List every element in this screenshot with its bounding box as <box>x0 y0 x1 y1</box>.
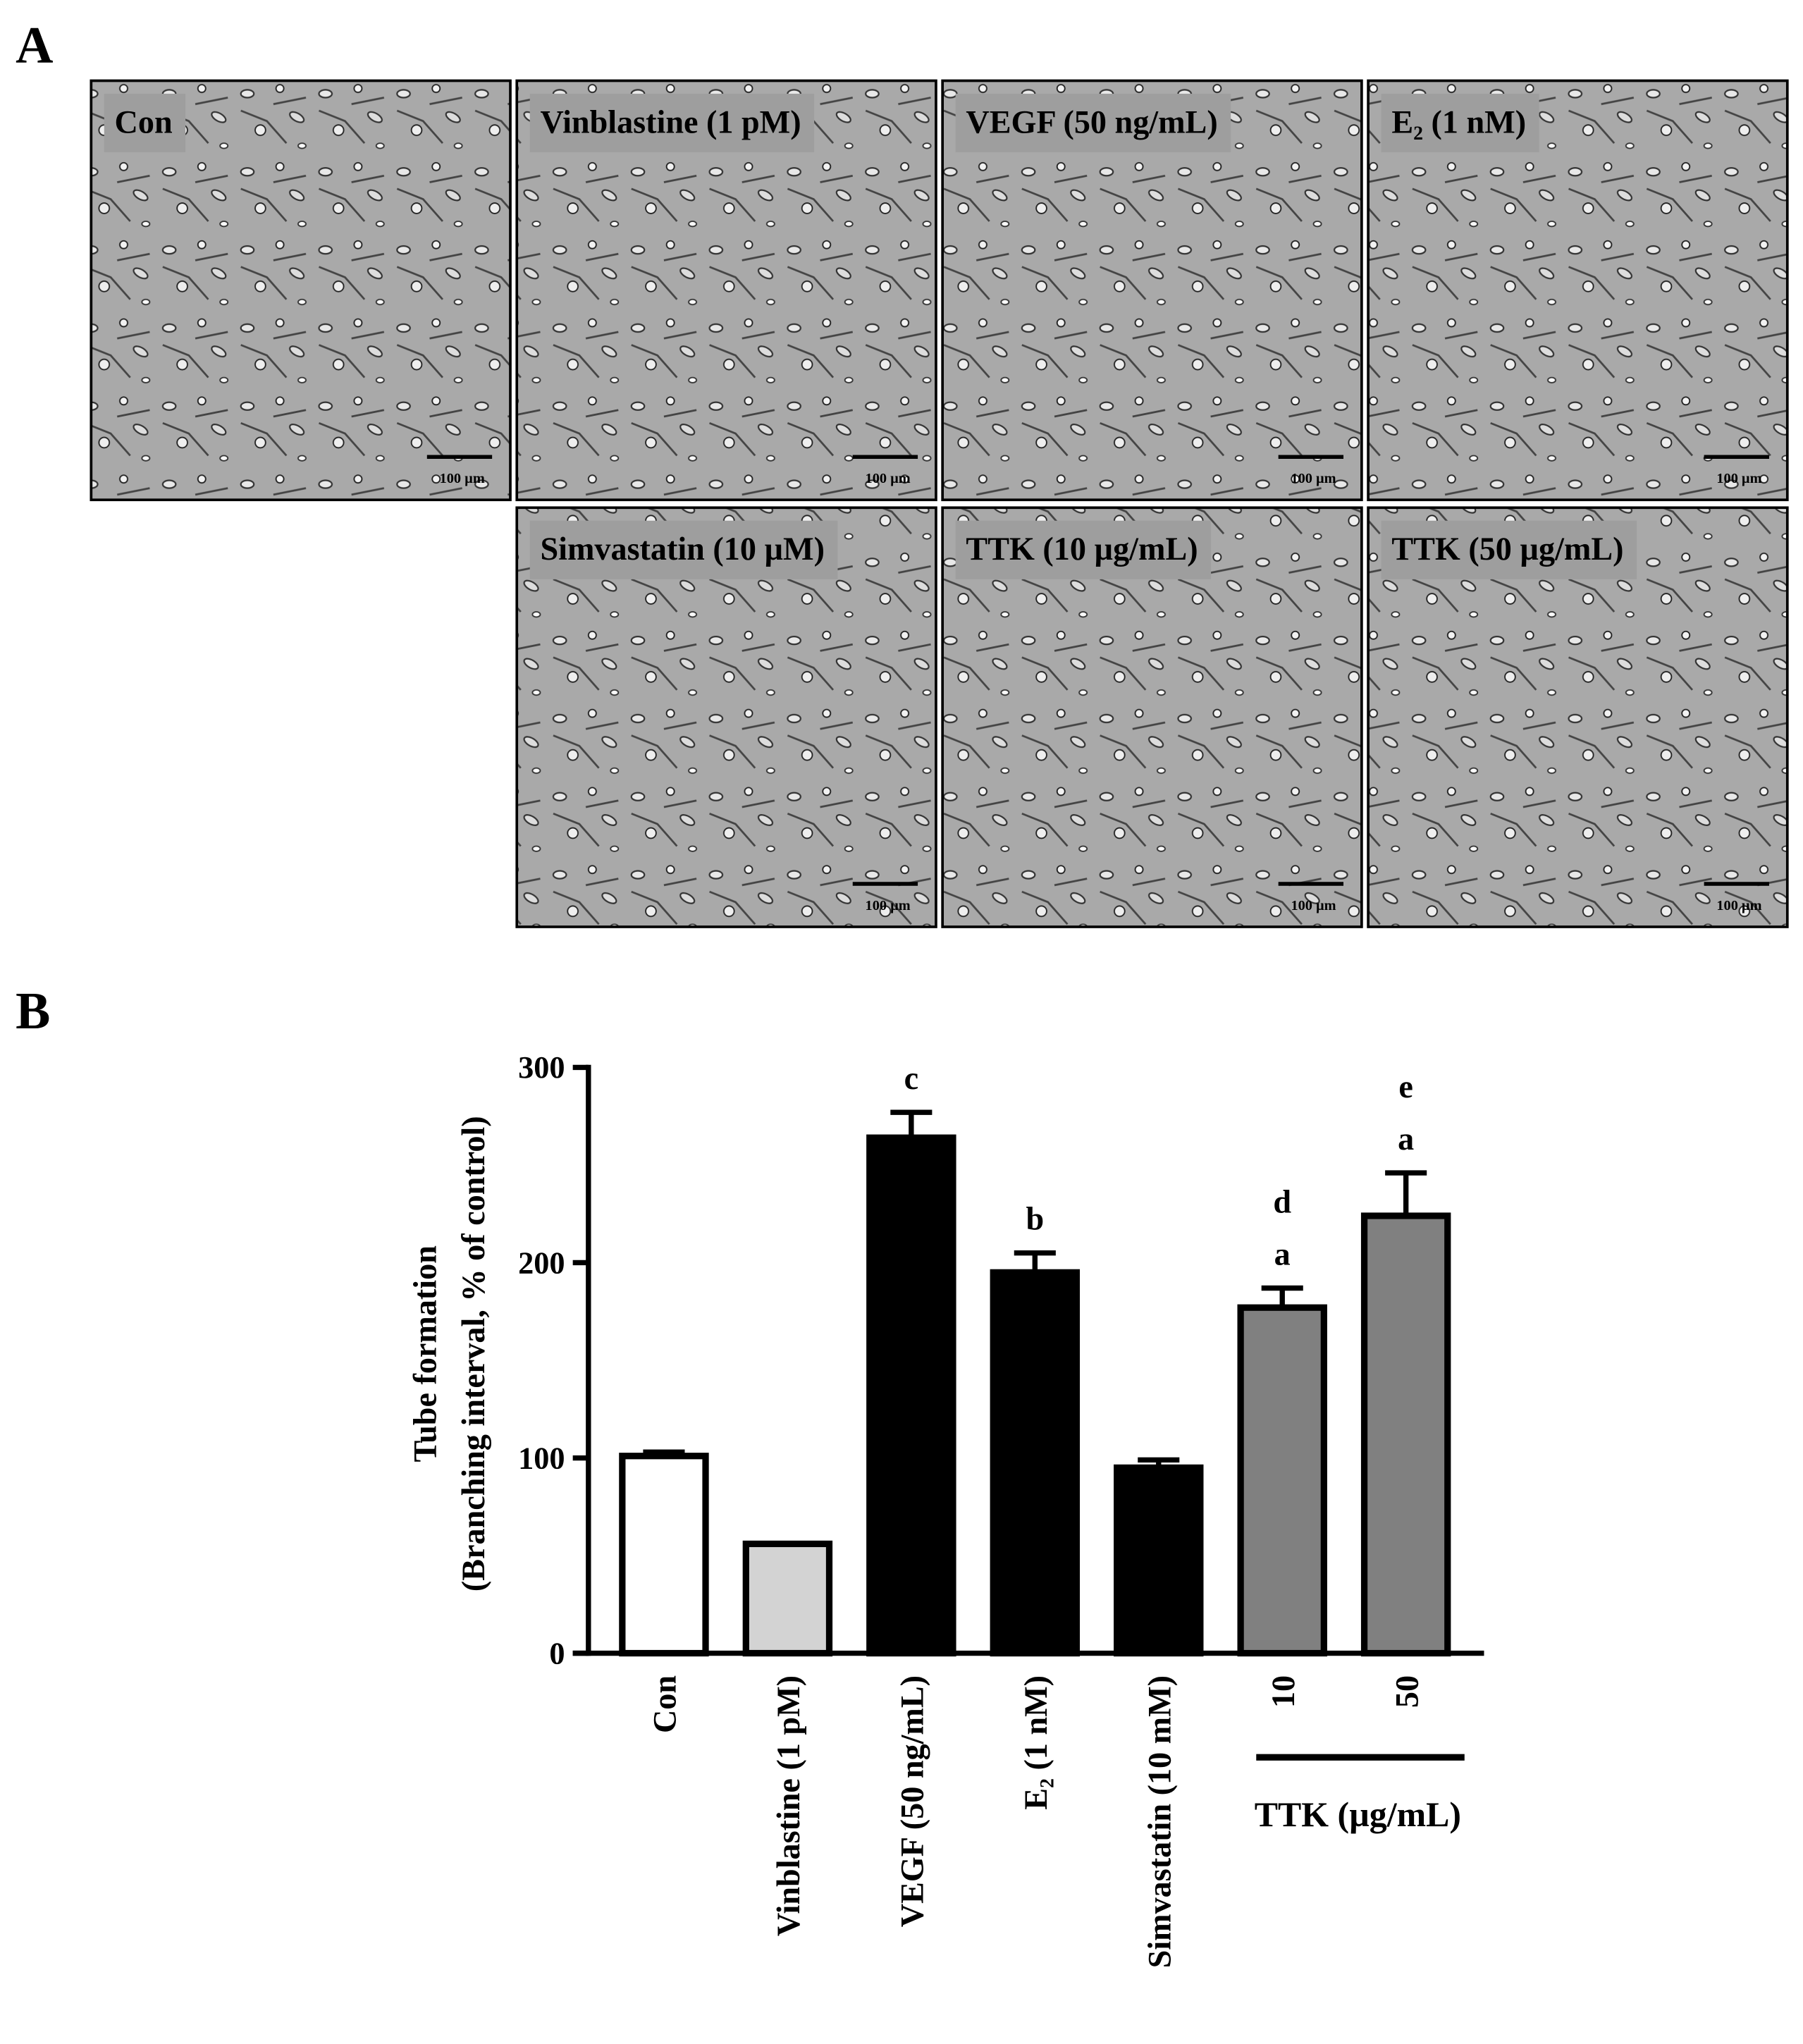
bar <box>1360 1212 1451 1657</box>
y-tick-label: 100 <box>518 1441 565 1475</box>
significance-letter: a <box>1398 1121 1414 1157</box>
bar <box>742 1540 833 1657</box>
label-background <box>955 520 1212 579</box>
panel-label: A <box>16 16 53 74</box>
x-tick-label: 10 <box>1265 1675 1301 1708</box>
micrograph-label: VEGF (50 ng/mL) <box>966 104 1217 140</box>
micrograph-label: TTK (10 µg/mL) <box>966 531 1198 567</box>
panel-label: B <box>16 982 50 1040</box>
scale-bar-label: 100 µm <box>1291 898 1336 913</box>
label-background <box>1381 520 1637 579</box>
y-tick-label: 300 <box>518 1050 565 1085</box>
significance-letter: d <box>1273 1183 1291 1219</box>
bar <box>1237 1304 1327 1657</box>
scale-bar-label: 100 µm <box>866 898 911 913</box>
bar <box>1114 1464 1204 1657</box>
x-tick-label: Vinblastine (1 pM) <box>770 1675 806 1936</box>
y-tick-label: 0 <box>549 1636 565 1670</box>
x-tick-label: Simvastatin (10 mM) <box>1141 1675 1177 1968</box>
significance-letter: c <box>904 1060 919 1096</box>
bar <box>990 1269 1081 1657</box>
y-axis-label: (Branching interval, % of control) <box>455 1116 491 1592</box>
y-axis-label: Tube formation <box>407 1245 443 1462</box>
micrograph-label: E₂ (1 nM) <box>1391 104 1526 140</box>
x-tick-label: VEGF (50 ng/mL) <box>894 1675 930 1927</box>
y-tick-label: 200 <box>518 1245 565 1280</box>
label-background <box>1381 93 1539 153</box>
scale-bar-label: 100 µm <box>440 471 485 486</box>
micrograph-label: Con <box>115 104 173 140</box>
micrograph-label: Vinblastine (1 pM) <box>540 104 801 140</box>
scale-bar-label: 100 µm <box>1291 471 1336 486</box>
micrograph-label: TTK (50 µg/mL) <box>1391 531 1623 567</box>
scale-bar-label: 100 µm <box>1716 898 1761 913</box>
scale-bar-label: 100 µm <box>1716 471 1761 486</box>
significance-letter: e <box>1398 1069 1413 1104</box>
label-background <box>529 520 838 579</box>
label-background <box>104 93 186 153</box>
scale-bar-label: 100 µm <box>866 471 911 486</box>
x-tick-label: 50 <box>1389 1675 1424 1708</box>
label-background <box>529 93 815 153</box>
x-tick-label: Con <box>647 1675 683 1733</box>
bar <box>619 1453 709 1657</box>
significance-letter: b <box>1026 1200 1044 1236</box>
group-label: TTK (µg/mL) <box>1255 1795 1461 1834</box>
x-tick-label: E₂ (1 nM) <box>1018 1675 1054 1810</box>
bar <box>866 1134 956 1657</box>
significance-letter: a <box>1274 1236 1291 1272</box>
label-background <box>955 93 1231 153</box>
micrograph-label: Simvastatin (10 µM) <box>540 531 825 567</box>
